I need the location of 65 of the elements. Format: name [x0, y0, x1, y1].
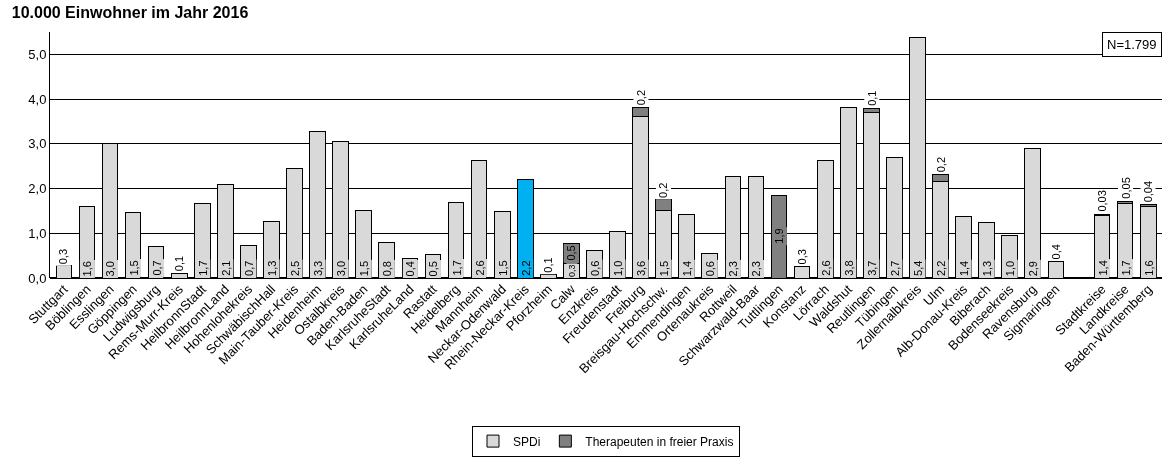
y-tick-label: 5,0 [28, 46, 47, 62]
data-label: 1,9 [773, 228, 786, 244]
data-label: 1,5 [658, 260, 671, 277]
data-label: 2,6 [473, 260, 486, 276]
data-label: 2,7 [888, 260, 901, 276]
data-label: 0,8 [381, 261, 394, 277]
annotation: N=1.799 [1107, 37, 1157, 52]
data-label: 0,1 [173, 255, 186, 272]
data-label: 0,03 [1096, 190, 1109, 212]
y-tick-label: 4,0 [28, 91, 47, 107]
data-label: 2,3 [727, 261, 740, 277]
y-tick-label: 0,0 [28, 270, 47, 286]
data-label: 2,6 [819, 260, 832, 276]
data-label: 0,3 [795, 249, 808, 265]
data-label: 1,7 [1119, 260, 1132, 276]
data-label: 1,6 [1142, 260, 1155, 276]
chart-title: 10.000 Einwohner im Jahr 2016 [11, 4, 249, 22]
data-label: 1,0 [1004, 260, 1017, 277]
data-label: 0,3 [566, 264, 577, 277]
data-label: 3,0 [335, 260, 348, 277]
y-tick-label: 1,0 [28, 225, 47, 241]
data-label: 0,2 [634, 89, 647, 106]
data-label: 0,05 [1119, 177, 1132, 199]
data-label: 0,6 [588, 260, 601, 276]
data-label: 0,2 [934, 156, 947, 173]
data-label: 0,04 [1142, 180, 1155, 203]
data-label: 3,6 [635, 260, 648, 277]
data-label: 5,4 [911, 260, 924, 276]
data-label: 0,5 [427, 261, 440, 277]
data-label: 0,2 [657, 182, 670, 198]
data-label: 0,1 [541, 257, 554, 273]
data-label: 1,5 [358, 260, 371, 277]
data-label: 1,3 [265, 260, 278, 276]
data-label: 1,4 [1096, 260, 1109, 276]
data-label: 0,4 [404, 261, 417, 277]
data-label: 0,5 [565, 245, 578, 261]
legend-label: Therapeuten in freier Praxis [585, 434, 734, 449]
data-label: 1,0 [612, 260, 625, 277]
data-label: 3,0 [104, 261, 117, 277]
data-label: 2,9 [1027, 261, 1040, 277]
data-label: 1,5 [127, 260, 140, 276]
data-label: 1,6 [81, 261, 94, 277]
data-label: 0,3 [57, 248, 70, 265]
data-label: 3,7 [865, 260, 878, 276]
data-label: 0,4 [1050, 244, 1063, 260]
data-label: 2,2 [935, 260, 948, 277]
data-label: 1,4 [958, 260, 971, 277]
data-label: 2,2 [519, 260, 532, 276]
data-label: 0,1 [865, 90, 878, 106]
data-label: 1,7 [196, 260, 209, 276]
data-label: 3,3 [312, 260, 325, 277]
legend-label: SPDi [513, 434, 541, 449]
data-label: 2,5 [289, 260, 302, 277]
data-label: 1,3 [981, 260, 994, 277]
data-label: 1,7 [450, 260, 463, 276]
data-label: 2,3 [750, 261, 763, 277]
data-label: 1,4 [681, 260, 694, 277]
data-label: 0,6 [704, 261, 717, 277]
data-label: 0,7 [150, 260, 163, 276]
data-label: 0,7 [242, 260, 255, 276]
data-label: 1,5 [496, 260, 509, 276]
data-label: 2,1 [219, 260, 232, 276]
y-tick-label: 3,0 [28, 136, 47, 152]
data-label: 3,8 [842, 260, 855, 276]
y-tick-label: 2,0 [28, 181, 47, 197]
